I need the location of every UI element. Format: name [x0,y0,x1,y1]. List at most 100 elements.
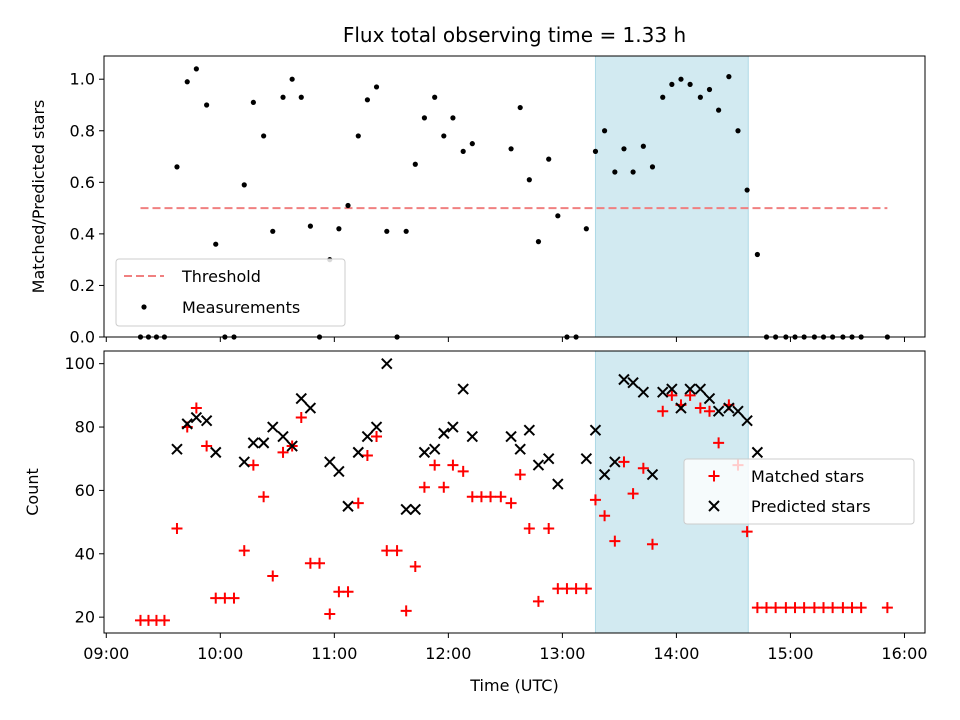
measurement-point [517,104,523,111]
x-tick-label: 12:00 [425,644,471,663]
predicted-star-point [609,456,621,468]
y-tick-label: 60 [75,481,95,500]
matched-star-point [609,535,621,547]
matched-star-point [361,450,373,462]
x-tick-label: 14:00 [653,644,699,663]
predicted-star-point [190,411,203,424]
y-tick-label: 0.8 [70,121,95,140]
measurement-point [384,228,390,234]
measurement-point [583,226,589,232]
matched-star-point [314,557,326,569]
measurement-point [270,228,276,234]
measurement-point [640,143,646,149]
measurement-point [432,94,438,100]
x-tick-label: 15:00 [767,644,813,663]
x-tick-label: 10:00 [197,644,243,663]
legend-predicted-swatch [708,500,720,512]
predicted-star-point [514,443,526,455]
predicted-stars-points [171,357,764,516]
matched-star-point [400,605,412,617]
matched-star-point [881,602,893,614]
matched-star-point [429,459,441,471]
top-panel: 0.0 0.2 0.4 0.6 0.8 1.0 Flux total observing … [29,23,926,347]
matched-star-point [391,545,403,557]
matched-star-point [618,456,630,468]
measurement-point [601,128,608,134]
y-tick-label: 80 [75,418,95,437]
matched-star-point [855,602,867,614]
matched-star-point [171,522,183,534]
measurement-point [508,146,514,152]
measurement-point [403,228,409,234]
predicted-star-point [732,405,744,417]
legend-matched-swatch [708,470,720,482]
predicted-star-point [684,383,696,395]
predicted-star-point [171,443,183,455]
predicted-star-point [277,430,289,443]
predicted-star-point [646,468,659,481]
matched-star-point [201,440,213,452]
measurement-point [241,182,247,188]
matched-star-point [418,481,430,493]
y-tick-label: 0.6 [70,173,95,192]
matched-star-point [381,545,393,557]
top-highlight-band [594,55,749,338]
predicted-star-point [712,405,725,417]
matched-star-point [505,497,517,509]
matched-star-point [703,405,715,417]
top-legend-box [115,258,346,327]
predicted-star-point [751,446,764,459]
measurement-point [441,133,447,139]
predicted-star-point [505,430,517,443]
predicted-star-point [247,437,260,449]
measurement-point [307,223,313,229]
measurement-point [250,99,256,106]
y-tick-label: 1.0 [70,70,95,89]
bottom-y-axis-label: Count [23,468,42,516]
measurement-point [754,251,760,258]
matched-star-point [190,402,202,414]
matched-star-point [352,497,364,509]
matched-stars-points [134,389,893,626]
measurement-point [213,241,219,247]
measurement-point [174,164,180,170]
measurement-point [678,76,684,82]
predicted-star-point [181,418,193,430]
matched-star-point [457,465,469,477]
measurement-point [697,94,703,100]
measurements-points [137,66,890,340]
measurement-point [336,226,342,232]
matched-star-point [637,462,649,474]
matched-star-point [666,389,678,401]
measurement-point [669,81,675,87]
predicted-star-point [466,430,479,443]
matched-star-point [371,431,383,443]
matched-star-point [694,402,706,414]
predicted-star-point [741,415,753,427]
y-tick-label: 100 [64,354,95,373]
top-axes-frame [103,55,926,338]
bottom-panel: 09:00 10:00 11:00 12:00 13:00 14:00 15:00 16:00… [23,350,928,695]
measurement-point [535,239,542,245]
measurement-point [184,79,190,85]
measurement-point [450,115,456,121]
matched-star-point [277,446,289,458]
measurement-point [364,97,371,103]
predicted-star-point [523,424,536,436]
bottom-legend: Matched stars Predicted stars [683,458,915,525]
predicted-star-point [694,383,707,395]
predicted-star-point [267,421,279,433]
predicted-star-point [361,430,374,443]
measurement-point [726,74,732,80]
predicted-star-point [418,446,431,459]
measurement-point [469,141,475,147]
measurement-point [735,128,741,134]
measurement-point [204,102,210,108]
matched-star-point [570,583,582,595]
predicted-star-point [723,402,735,414]
measurement-point [744,187,750,193]
predicted-star-point [552,478,564,490]
measurement-point [546,156,552,162]
measurement-point [261,133,267,139]
measurement-point [630,169,636,175]
